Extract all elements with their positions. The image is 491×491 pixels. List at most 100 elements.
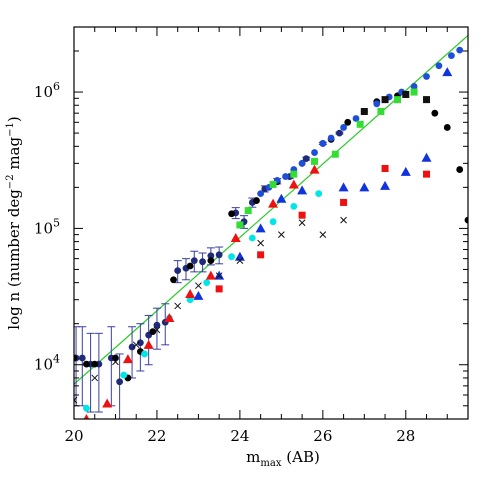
series-5 — [215, 164, 431, 293]
data-point — [290, 170, 298, 178]
data-point — [174, 267, 182, 275]
data-point — [297, 185, 308, 195]
data-point — [112, 358, 119, 366]
data-point — [193, 290, 204, 300]
data-point — [269, 218, 277, 226]
data-point — [170, 276, 177, 284]
data-point — [91, 374, 99, 382]
data-point — [269, 180, 277, 188]
data-point — [290, 202, 298, 210]
data-point — [423, 96, 431, 104]
data-point — [298, 211, 306, 219]
data-point — [435, 62, 443, 70]
data-point — [74, 354, 78, 362]
data-point — [174, 302, 182, 310]
data-point — [153, 321, 161, 329]
data-point — [102, 398, 113, 408]
data-point — [215, 285, 223, 293]
data-point — [336, 129, 343, 137]
data-point — [276, 193, 287, 203]
data-point — [456, 166, 464, 173]
data-point — [410, 88, 418, 96]
tick-labels: 20 22 24 26 28 104 105 106 — [34, 80, 415, 445]
data-point — [464, 216, 468, 224]
x-tick-label: 22 — [147, 427, 166, 445]
data-point — [400, 166, 411, 176]
data-point — [257, 190, 265, 197]
data-point — [78, 354, 86, 362]
data-point — [234, 251, 245, 261]
data-point — [298, 159, 306, 167]
data-point — [352, 115, 360, 122]
data-point — [288, 179, 299, 189]
axis-ticks — [73, 26, 469, 420]
data-point — [164, 313, 175, 323]
x-axis-label: mmax (AB) — [246, 448, 320, 469]
data-point — [83, 404, 90, 412]
series-2 — [257, 46, 464, 197]
data-point — [380, 180, 391, 190]
data-point — [340, 216, 347, 224]
series-8 — [83, 164, 320, 419]
data-point — [340, 124, 347, 131]
data-point — [421, 152, 432, 162]
data-point — [311, 149, 318, 156]
x-tick-label: 26 — [313, 427, 332, 445]
data-point — [327, 134, 335, 142]
data-point — [456, 46, 464, 54]
data-point — [185, 289, 196, 299]
series-9 — [74, 216, 347, 404]
data-point — [423, 73, 430, 80]
data-point — [319, 231, 327, 238]
data-point — [381, 164, 389, 172]
y-tick-label: 104 — [34, 353, 60, 374]
y-axis-label: log n (number deg−2 mag−1) — [5, 116, 23, 329]
data-point — [319, 140, 327, 147]
data-point — [128, 343, 136, 351]
data-point — [311, 157, 319, 165]
data-point — [431, 109, 439, 117]
data-point — [248, 234, 256, 242]
series-0 — [74, 129, 344, 419]
data-point — [141, 350, 148, 358]
data-point — [215, 251, 223, 259]
data-point — [393, 96, 401, 104]
data-point — [255, 223, 266, 233]
data-point — [253, 197, 260, 204]
data-point — [448, 52, 455, 60]
x-tick-label: 24 — [230, 427, 249, 445]
data-point — [356, 120, 364, 128]
data-point — [207, 252, 215, 260]
data-point — [410, 83, 418, 90]
data-point — [207, 257, 215, 265]
y-tick-label: 105 — [34, 216, 60, 237]
plot-frame — [73, 26, 469, 420]
data-point — [122, 354, 133, 364]
data-point — [83, 414, 90, 419]
data-point — [298, 219, 306, 227]
data-point — [257, 251, 265, 259]
data-point — [331, 150, 339, 158]
data-point — [340, 198, 348, 206]
data-point — [120, 371, 128, 379]
data-point — [309, 164, 320, 174]
data-point — [74, 396, 78, 404]
data-point — [143, 339, 154, 349]
data-point — [215, 272, 223, 280]
data-point — [136, 339, 144, 347]
data-point — [381, 96, 389, 104]
fit-line — [74, 35, 468, 385]
data-point — [236, 221, 244, 229]
data-point — [153, 326, 161, 334]
data-point — [338, 182, 349, 192]
data-point — [116, 378, 124, 386]
series-3 — [83, 190, 323, 412]
data-point — [186, 262, 194, 270]
x-tick-label: 28 — [396, 427, 415, 445]
data-point — [268, 198, 279, 208]
data-point — [203, 279, 211, 287]
data-point — [373, 100, 381, 108]
data-point — [402, 90, 410, 98]
data-point — [257, 239, 264, 247]
